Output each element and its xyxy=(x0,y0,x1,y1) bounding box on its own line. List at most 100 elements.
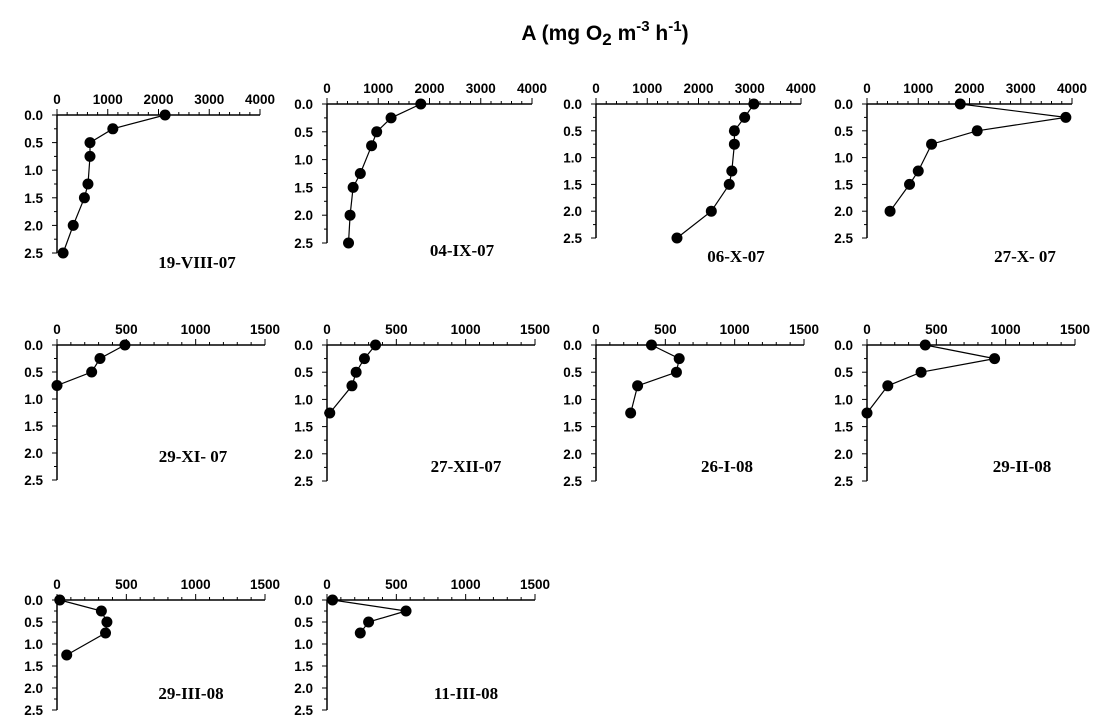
x-tick-label: 1000 xyxy=(903,81,933,96)
x-tick-label: 0 xyxy=(592,81,600,96)
data-point xyxy=(159,109,171,121)
x-tick-label: 3000 xyxy=(194,92,224,107)
x-tick-label: 1000 xyxy=(451,322,481,337)
data-point xyxy=(94,353,106,364)
x-tick-label: 500 xyxy=(925,322,948,337)
panel-date-label: 29-II-08 xyxy=(993,457,1052,476)
data-point xyxy=(726,165,738,177)
series-line xyxy=(56,344,126,387)
y-tick-label: 1.0 xyxy=(24,392,43,407)
y-tick-label: 1.5 xyxy=(834,420,853,435)
data-point xyxy=(100,627,112,639)
data-point xyxy=(912,165,924,177)
data-point xyxy=(705,205,717,217)
y-tick-label: 0.0 xyxy=(24,338,43,353)
y-tick-label: 0.0 xyxy=(834,338,853,353)
data-point xyxy=(882,380,894,392)
y-tick-label: 2.0 xyxy=(294,208,313,223)
title-main: A (mg O xyxy=(521,22,602,45)
y-tick-label: 1.5 xyxy=(24,659,43,674)
x-tick-label: 500 xyxy=(115,577,138,592)
y-tick-label: 2.5 xyxy=(563,474,582,489)
y-tick-label: 0.5 xyxy=(563,365,582,380)
title-subscript: 2 xyxy=(602,30,611,49)
x-tick-label: 0 xyxy=(863,81,871,96)
data-point xyxy=(989,353,1001,365)
panels-group: 0 1000 2000 3000 4000 0.0 0.5 1.0 1.5 2.0 2.5 19-VI… xyxy=(24,81,1090,718)
data-point xyxy=(671,232,683,244)
data-point xyxy=(54,594,66,606)
x-tick-label: 1000 xyxy=(181,577,211,592)
y-tick-label: 1.5 xyxy=(24,191,43,206)
y-tick-label: 2.0 xyxy=(834,204,853,219)
y-tick-label: 0.5 xyxy=(24,365,43,380)
data-point xyxy=(84,137,96,149)
x-tick-label: 1000 xyxy=(93,92,123,107)
y-tick-label: 1.5 xyxy=(563,420,582,435)
y-tick-label: 2.5 xyxy=(834,231,853,246)
x-tick-label: 1500 xyxy=(250,322,280,337)
x-tick-label: 1000 xyxy=(991,322,1021,337)
data-point xyxy=(344,209,356,221)
y-tick-label: 2.0 xyxy=(563,447,582,462)
y-tick-label: 1.0 xyxy=(563,392,582,407)
x-tick-label: 500 xyxy=(385,322,408,337)
y-tick-label: 2.0 xyxy=(294,681,313,696)
data-point xyxy=(51,380,63,391)
x-tick-label: 0 xyxy=(53,92,61,107)
data-point xyxy=(354,627,366,639)
y-tick-label: 1.0 xyxy=(294,637,313,652)
data-point xyxy=(1060,111,1072,123)
data-point xyxy=(632,380,644,392)
y-tick-label: 0.0 xyxy=(294,338,313,353)
title-unit-m: m xyxy=(612,22,637,45)
x-tick-label: 0 xyxy=(863,322,871,337)
panel-date-label: 04-IX-07 xyxy=(430,241,495,260)
panel-6: 0 500 1000 1500 0.0 0.5 1.0 1.5 2.0 2.5 27-XII-07 xyxy=(294,322,550,489)
y-tick-label: 0.0 xyxy=(563,97,582,112)
data-point xyxy=(84,150,96,162)
y-tick-label: 0.0 xyxy=(294,97,313,112)
panel-date-label: 29-III-08 xyxy=(158,684,223,703)
y-tick-label: 0.5 xyxy=(834,365,853,380)
y-tick-label: 0.5 xyxy=(294,615,313,630)
y-tick-label: 2.0 xyxy=(24,681,43,696)
series-line xyxy=(889,103,1066,212)
x-tick-label: 1000 xyxy=(451,577,481,592)
y-tick-label: 2.0 xyxy=(834,447,853,462)
data-point xyxy=(971,125,983,137)
data-point xyxy=(350,366,362,378)
x-tick-label: 1000 xyxy=(632,81,662,96)
data-point xyxy=(728,138,740,150)
y-tick-label: 1.0 xyxy=(24,637,43,652)
y-tick-label: 2.5 xyxy=(294,703,313,718)
x-tick-label: 2000 xyxy=(683,81,713,96)
x-tick-label: 0 xyxy=(53,322,61,337)
y-tick-label: 1.0 xyxy=(834,392,853,407)
data-point xyxy=(625,407,637,419)
panel-7: 0 500 1000 1500 0.0 0.5 1.0 1.5 2.0 2.5 26-I-08 xyxy=(563,322,819,489)
x-tick-label: 2000 xyxy=(954,81,984,96)
x-tick-label: 1500 xyxy=(520,322,550,337)
panel-date-label: 06-X-07 xyxy=(707,247,765,266)
y-tick-label: 2.0 xyxy=(24,446,43,461)
title-superscript-1: -1 xyxy=(668,18,681,35)
x-tick-label: 3000 xyxy=(1006,81,1036,96)
y-tick-label: 0.5 xyxy=(834,124,853,139)
panel-3: 0 1000 2000 3000 4000 0.0 0.5 1.0 1.5 2.0 2.5 06-X-… xyxy=(563,81,816,266)
y-tick-label: 2.0 xyxy=(24,218,43,233)
title-close: ) xyxy=(682,22,689,45)
y-tick-label: 0.0 xyxy=(563,338,582,353)
data-point xyxy=(354,168,366,179)
y-tick-label: 1.0 xyxy=(834,151,853,166)
y-tick-label: 2.5 xyxy=(24,246,43,261)
data-point xyxy=(415,98,427,110)
data-point xyxy=(728,125,740,137)
panel-date-label: 29-XI- 07 xyxy=(159,447,228,466)
y-tick-label: 0.5 xyxy=(294,125,313,140)
data-point xyxy=(954,98,966,110)
y-tick-label: 2.5 xyxy=(24,703,43,718)
panel-5: 0 500 1000 1500 0.0 0.5 1.0 1.5 2.0 2.5 29-XI- 07 xyxy=(24,322,280,488)
panel-date-label: 27-X- 07 xyxy=(994,247,1056,266)
